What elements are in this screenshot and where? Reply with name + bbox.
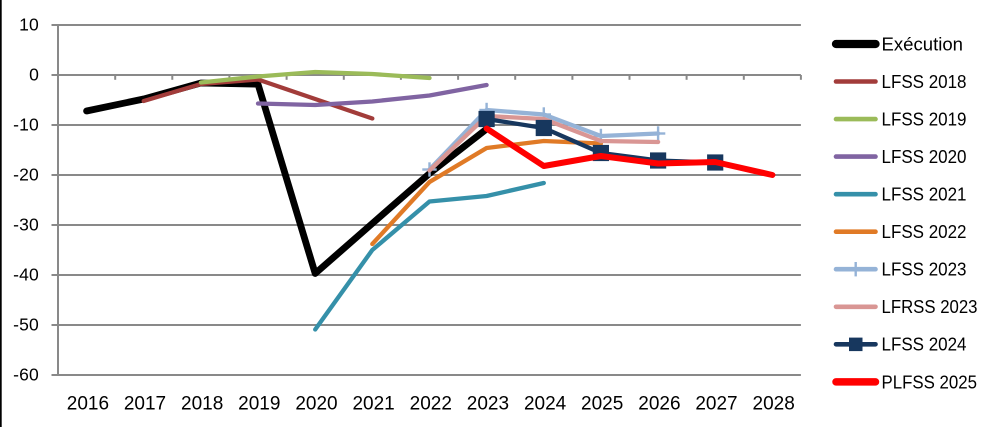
svg-text:LFSS 2023: LFSS 2023 xyxy=(882,260,967,280)
svg-text:2027: 2027 xyxy=(695,394,737,415)
svg-text:2018: 2018 xyxy=(181,394,223,415)
svg-text:PLFSS 2025: PLFSS 2025 xyxy=(882,372,978,392)
svg-text:-10: -10 xyxy=(13,115,39,135)
svg-text:2022: 2022 xyxy=(410,394,452,415)
svg-text:2023: 2023 xyxy=(467,394,509,415)
svg-text:LFSS 2020: LFSS 2020 xyxy=(882,147,967,167)
svg-text:-20: -20 xyxy=(13,165,39,185)
svg-text:2021: 2021 xyxy=(352,394,394,415)
svg-text:10: 10 xyxy=(19,15,39,35)
svg-text:2017: 2017 xyxy=(124,394,166,415)
svg-text:LFRSS 2023: LFRSS 2023 xyxy=(882,297,978,317)
svg-text:Exécution: Exécution xyxy=(882,34,964,54)
svg-text:2026: 2026 xyxy=(638,394,680,415)
svg-text:LFSS 2024: LFSS 2024 xyxy=(882,335,967,355)
svg-text:-30: -30 xyxy=(13,215,39,235)
svg-text:-40: -40 xyxy=(13,265,39,285)
svg-text:LFSS 2021: LFSS 2021 xyxy=(882,185,967,205)
svg-text:LFSS 2019: LFSS 2019 xyxy=(882,110,967,130)
svg-text:2028: 2028 xyxy=(753,394,795,415)
svg-text:2025: 2025 xyxy=(581,394,623,415)
svg-text:-50: -50 xyxy=(13,315,39,335)
svg-text:2019: 2019 xyxy=(238,394,280,415)
svg-text:2024: 2024 xyxy=(524,394,567,415)
svg-text:-60: -60 xyxy=(13,365,39,385)
svg-text:LFSS 2018: LFSS 2018 xyxy=(882,72,967,92)
svg-text:LFSS 2022: LFSS 2022 xyxy=(882,222,967,242)
svg-text:2016: 2016 xyxy=(67,394,109,415)
svg-text:0: 0 xyxy=(29,65,39,85)
svg-text:2020: 2020 xyxy=(295,394,337,415)
